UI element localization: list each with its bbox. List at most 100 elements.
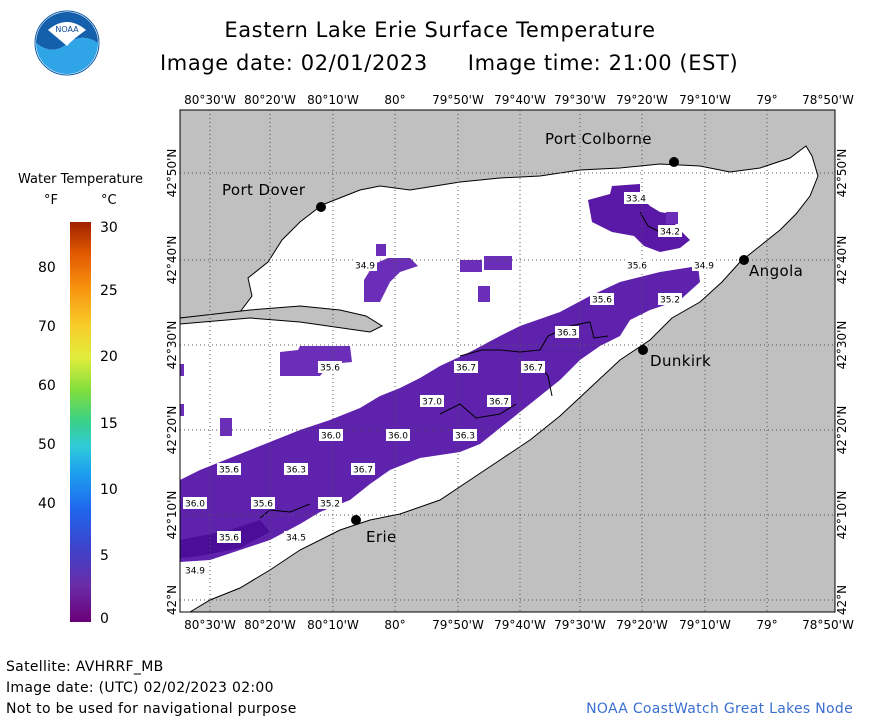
temperature-label-box (386, 429, 410, 441)
latitude-label: 42°20'N (835, 406, 849, 455)
city-marker-dot (739, 255, 749, 265)
noaa-logo-icon: NOAA (34, 10, 100, 76)
temperature-label-box (319, 429, 343, 441)
longitude-labels-top: 80°30'W 80°20'W 80°10'W 80° 79°50'W 79°40'W 79… (184, 93, 854, 107)
temperature-label: 37.0 (422, 398, 442, 408)
longitude-label: 80°20'W (244, 93, 296, 107)
temperature-label: 36.3 (455, 432, 475, 442)
temperature-label: 34.9 (185, 567, 205, 577)
image-date: Image date: 02/01/2023 (160, 51, 428, 75)
temperature-label-box (454, 361, 478, 373)
longitude-label: 80° (384, 618, 405, 632)
longitude-label: 80°30'W (184, 93, 236, 107)
temperature-label: 35.6 (320, 364, 340, 374)
legend-tick-c: 5 (100, 548, 109, 564)
city-label: Erie (366, 528, 397, 546)
longitude-label: 79°10'W (679, 93, 731, 107)
latitude-label: 42°N (835, 585, 849, 615)
temperature-label: 35.6 (219, 534, 239, 544)
legend-tick-f: 70 (38, 319, 56, 335)
longitude-label: 79°30'W (554, 93, 606, 107)
temperature-label-box (251, 497, 275, 509)
map-frame (179, 109, 836, 613)
temperature-label: 34.9 (694, 262, 714, 272)
longitude-label: 79°20'W (616, 618, 668, 632)
temperature-label: 34.5 (286, 534, 306, 544)
legend-tick-c: 15 (100, 416, 118, 432)
legend-tick-c: 25 (100, 283, 118, 299)
longitude-label: 79°50'W (432, 618, 484, 632)
city-marker-dot (638, 345, 648, 355)
temperature-patch-mid-west (280, 346, 352, 376)
longitude-label: 80°10'W (307, 93, 359, 107)
city-label: Angola (749, 262, 803, 280)
temperature-label-box (658, 293, 682, 305)
temperature-label: 35.6 (627, 262, 647, 272)
temperature-label: 36.0 (185, 500, 205, 510)
city-label: Port Colborne (545, 130, 652, 148)
temperature-label: 36.7 (353, 466, 373, 476)
temperature-label: 36.0 (321, 432, 341, 442)
temperature-label: 36.3 (286, 466, 306, 476)
latitude-labels-left: 42°50'N 42°40'N 42°30'N 42°20'N 42°10'N 42°N (165, 149, 179, 616)
temperature-label: 36.7 (456, 364, 476, 374)
temperature-label: 34.9 (355, 262, 375, 272)
temperature-label-box (284, 463, 308, 475)
temperature-patch-small-6 (180, 364, 184, 376)
temperature-patch-small-2 (460, 260, 482, 272)
temperature-label-box (658, 225, 682, 237)
temperature-patch-small-1 (376, 244, 386, 256)
latitude-label: 42°10'N (165, 491, 179, 540)
longitude-label: 79° (756, 93, 777, 107)
map-title: Eastern Lake Erie Surface Temperature (224, 18, 656, 42)
latitude-label: 42°40'N (835, 236, 849, 285)
longitude-label: 80°30'W (184, 618, 236, 632)
longitude-label: 79° (756, 618, 777, 632)
temperature-patch-west (364, 258, 418, 302)
legend-unit-celsius: °C (101, 193, 117, 208)
city-label: Dunkirk (650, 352, 711, 370)
latitude-labels-right: 42°50'N 42°40'N 42°30'N 42°20'N 42°10'N 42°N (835, 149, 849, 616)
temperature-label-box (318, 361, 342, 373)
temperature-label-box (217, 531, 241, 543)
satellite-info: Satellite: AVHRRF_MB (6, 659, 164, 675)
temperature-label: 35.6 (592, 296, 612, 306)
temperature-label: 36.7 (489, 398, 509, 408)
temperature-label-box (624, 192, 648, 204)
city-marker-dot (316, 202, 326, 212)
navigation-disclaimer: Not to be used for navigational purpose (6, 701, 297, 717)
longitude-label: 80° (384, 93, 405, 107)
legend-tick-c: 0 (100, 611, 109, 627)
longitude-label: 78°50'W (802, 618, 854, 632)
latitude-label: 42°50'N (835, 149, 849, 198)
latitude-label: 42°20'N (165, 406, 179, 455)
image-time: Image time: 21:00 (EST) (467, 51, 739, 75)
image-date-utc: Image date: (UTC) 02/02/2023 02:00 (6, 680, 274, 696)
legend-unit-fahrenheit: °F (44, 193, 58, 208)
temperature-label-box (453, 429, 477, 441)
city-marker-dot (669, 157, 679, 167)
longitude-label: 79°40'W (494, 93, 546, 107)
longitude-label: 80°20'W (244, 618, 296, 632)
latitude-label: 42°50'N (165, 149, 179, 198)
long-point-peninsula (180, 305, 384, 333)
legend-tick-f: 60 (38, 378, 56, 394)
temperature-label-box (521, 361, 545, 373)
temperature-label: 34.2 (660, 228, 680, 238)
temperature-label-box (183, 564, 207, 576)
temperature-label-box (420, 395, 444, 407)
longitude-label: 79°40'W (494, 618, 546, 632)
longitude-label: 79°50'W (432, 93, 484, 107)
temperature-label: 36.3 (557, 329, 577, 339)
longitude-label: 78°50'W (802, 93, 854, 107)
legend-tick-c: 20 (100, 349, 118, 365)
legend-tick-f: 80 (38, 260, 56, 276)
temperature-label-box (555, 326, 579, 338)
temperature-patch-small-3 (484, 256, 512, 270)
latitude-label: 42°30'N (165, 321, 179, 370)
temperature-label: 36.7 (523, 364, 543, 374)
temperature-label-box (284, 531, 308, 543)
latitude-label: 42°40'N (165, 236, 179, 285)
temperature-label-box (183, 497, 207, 509)
